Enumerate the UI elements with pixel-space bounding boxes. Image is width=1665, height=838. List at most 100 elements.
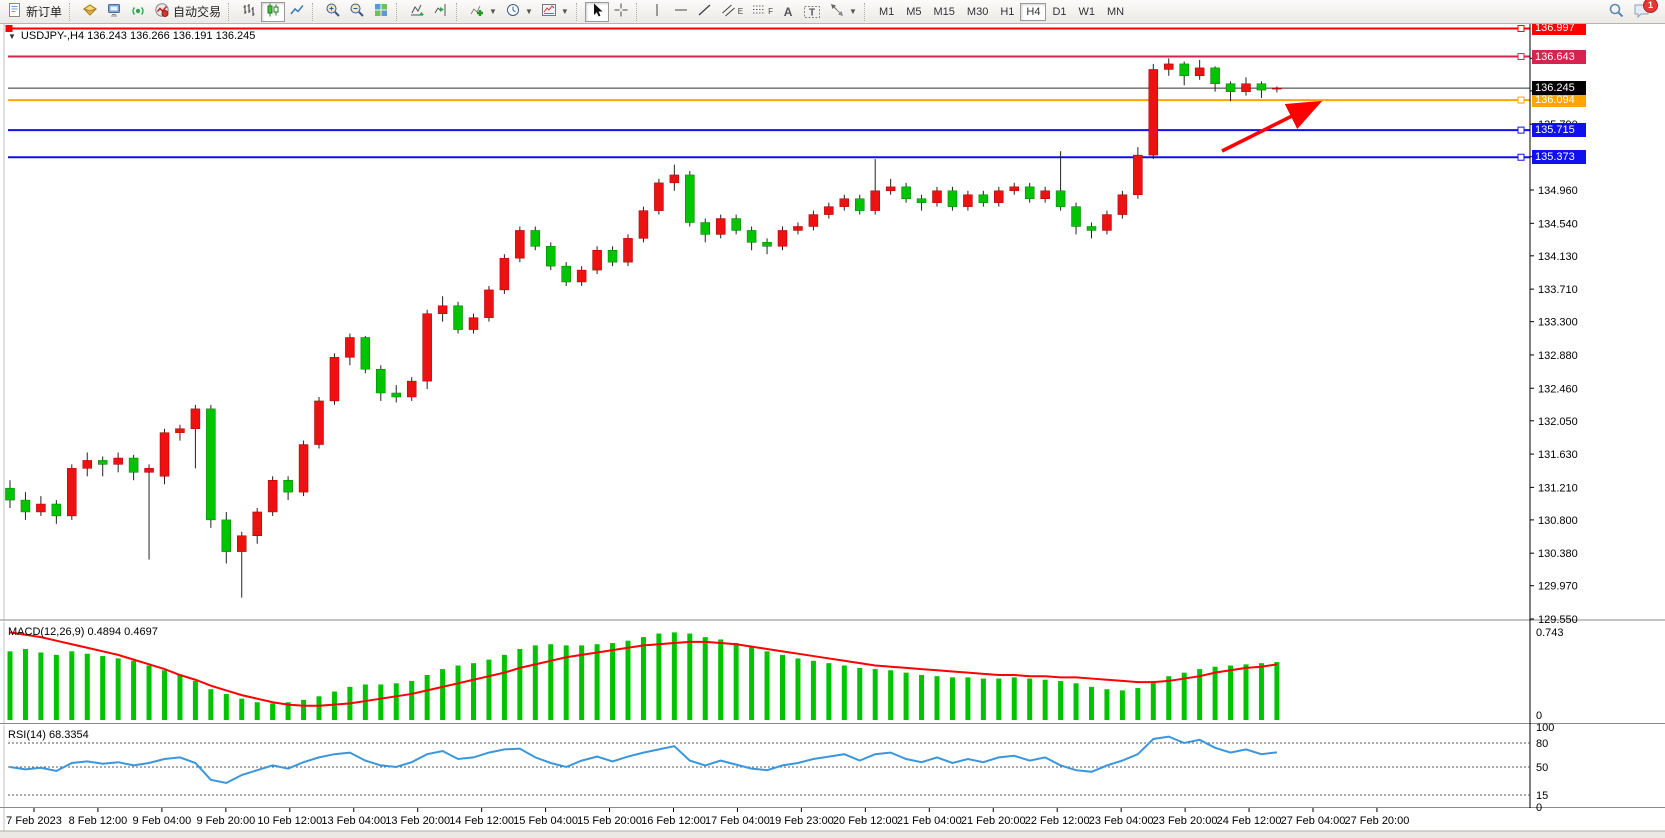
candlestick-chart-button[interactable] bbox=[261, 1, 286, 22]
macd-histogram-bar bbox=[301, 699, 307, 720]
candle-body bbox=[731, 218, 741, 231]
price-axis-label: 134.960 bbox=[1538, 185, 1578, 197]
macd-histogram-bar bbox=[640, 637, 646, 720]
channel-button[interactable]: E bbox=[717, 2, 747, 22]
auto-scroll-button[interactable] bbox=[405, 2, 429, 22]
cursor-button[interactable] bbox=[584, 1, 609, 22]
line-handle[interactable] bbox=[1517, 153, 1525, 161]
line-chart-button[interactable] bbox=[285, 2, 309, 22]
crosshair-button[interactable] bbox=[609, 2, 633, 22]
zoom-out-button[interactable] bbox=[345, 2, 369, 22]
horizontal-line-button[interactable] bbox=[669, 2, 693, 22]
arrow-annotation[interactable] bbox=[1221, 100, 1323, 153]
tile-windows-button[interactable] bbox=[369, 2, 393, 22]
templates-button[interactable]: ▼ bbox=[537, 2, 573, 22]
vertical-line-button[interactable] bbox=[645, 2, 669, 22]
time-axis-label: 24 Feb 12:00 bbox=[1217, 815, 1282, 827]
line-handle[interactable] bbox=[1517, 53, 1525, 61]
candle-body bbox=[685, 174, 695, 223]
time-axis-label: 13 Feb 20:00 bbox=[385, 815, 450, 827]
label-button[interactable]: T bbox=[799, 2, 825, 22]
line-handle[interactable] bbox=[1517, 24, 1525, 32]
price-tag: 135.373 bbox=[1532, 150, 1586, 165]
candle-body bbox=[561, 265, 571, 283]
chart-title[interactable]: ▼ USDJPY-,H4 136.243 136.266 136.191 136… bbox=[8, 30, 255, 42]
candle-body bbox=[607, 250, 618, 263]
candle-body bbox=[67, 468, 77, 517]
separator bbox=[228, 2, 234, 21]
price-axis-label: 130.800 bbox=[1538, 515, 1578, 527]
candle-body bbox=[175, 428, 185, 433]
macd-histogram-bar bbox=[1258, 663, 1264, 720]
macd-histogram-bar bbox=[857, 667, 863, 720]
candle-body bbox=[159, 432, 170, 477]
timeframe-h1[interactable]: H1 bbox=[1000, 5, 1015, 18]
candle-body bbox=[1210, 67, 1220, 84]
candle-body bbox=[592, 250, 602, 271]
symbol-dropdown-icon[interactable]: ▼ bbox=[8, 31, 16, 41]
chart-shift-button[interactable] bbox=[429, 2, 453, 22]
macd-histogram-bar bbox=[949, 677, 955, 720]
candle-body bbox=[1102, 214, 1112, 231]
market-watch-button[interactable] bbox=[78, 2, 102, 22]
macd-histogram-bar bbox=[270, 703, 276, 720]
rsi-line bbox=[9, 735, 1278, 785]
rsi-axis-label: 100 bbox=[1536, 722, 1554, 734]
fibonacci-button[interactable]: F bbox=[747, 2, 777, 22]
candle-body bbox=[669, 174, 680, 184]
autotrading-button[interactable]: 自动交易 bbox=[150, 2, 225, 22]
bar-chart-icon bbox=[241, 2, 257, 21]
terminal-button[interactable] bbox=[102, 2, 126, 22]
chat-button[interactable]: 1 bbox=[1629, 0, 1665, 22]
search-button[interactable] bbox=[1604, 2, 1629, 22]
timeframe-w1[interactable]: W1 bbox=[1078, 5, 1096, 18]
candle-body bbox=[190, 408, 201, 429]
candle-body bbox=[1086, 226, 1097, 231]
candle-body bbox=[1117, 194, 1128, 215]
arrows-button[interactable]: ▼ bbox=[825, 2, 861, 22]
timeframe-mn[interactable]: MN bbox=[1107, 5, 1125, 18]
timeframe-m1[interactable]: M1 bbox=[878, 5, 895, 18]
candle-body bbox=[128, 457, 139, 473]
separator bbox=[312, 2, 318, 21]
bar-chart-button[interactable] bbox=[237, 2, 261, 22]
candle-body bbox=[206, 408, 216, 521]
time-axis-label: 22 Feb 12:00 bbox=[1025, 815, 1090, 827]
price-tag: 136.245 bbox=[1532, 81, 1586, 96]
timeframe-d1[interactable]: D1 bbox=[1052, 5, 1067, 18]
price-tag: 136.643 bbox=[1532, 49, 1586, 64]
candle-body bbox=[901, 186, 911, 199]
text-button[interactable]: A bbox=[777, 2, 799, 22]
window-bottom-edge bbox=[0, 831, 1665, 838]
fibonacci-icon bbox=[751, 2, 767, 21]
timeframe-m30[interactable]: M30 bbox=[966, 5, 989, 18]
candle-body bbox=[329, 357, 340, 402]
price-axis-label: 131.630 bbox=[1538, 449, 1578, 461]
indicators-button[interactable]: ▼ bbox=[465, 2, 501, 22]
timeframe-h4[interactable]: H4 bbox=[1020, 2, 1047, 21]
candle-body bbox=[932, 190, 942, 203]
time-axis-label: 14 Feb 12:00 bbox=[449, 815, 514, 827]
macd-histogram-bar bbox=[934, 676, 940, 720]
line-chart-icon bbox=[289, 2, 305, 21]
time-axis-label: 15 Feb 20:00 bbox=[577, 815, 642, 827]
new-order-button[interactable]: 新订单 bbox=[3, 2, 66, 22]
signals-button[interactable] bbox=[126, 2, 150, 22]
rsi-axis-label: 50 bbox=[1536, 762, 1548, 774]
timeframe-m15[interactable]: M15 bbox=[933, 5, 955, 18]
candle-body bbox=[715, 218, 726, 235]
periods-button[interactable]: ▼ bbox=[501, 2, 537, 22]
macd-histogram-bar bbox=[208, 689, 214, 720]
price-axis-label: 133.710 bbox=[1538, 284, 1578, 296]
macd-histogram-bar bbox=[980, 678, 986, 720]
line-handle[interactable] bbox=[1517, 96, 1525, 104]
line-handle[interactable] bbox=[5, 24, 13, 32]
trendline-button[interactable] bbox=[693, 2, 717, 22]
macd-panel-layer: 0.743 0 bbox=[7, 622, 1564, 723]
timeframe-m5[interactable]: M5 bbox=[906, 5, 922, 18]
line-handle[interactable] bbox=[1517, 126, 1525, 134]
candle-body bbox=[808, 214, 819, 227]
zoom-in-button[interactable] bbox=[321, 2, 345, 22]
